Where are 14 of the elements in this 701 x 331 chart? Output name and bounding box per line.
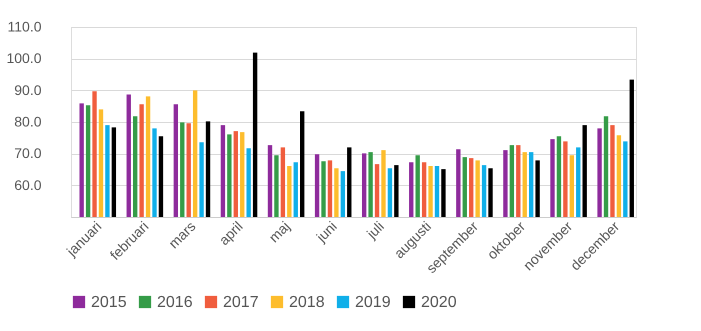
x-tick-label: maj — [266, 218, 293, 246]
y-tick-label: 70.0 — [14, 145, 42, 162]
y-tick-label: 90.0 — [14, 82, 42, 98]
legend-label: 2016 — [157, 294, 193, 311]
legend-label: 2017 — [223, 294, 259, 311]
y-tick-label: 60.0 — [14, 176, 42, 193]
y-tick-label: 80.0 — [14, 114, 42, 130]
legend-label: 2019 — [355, 294, 391, 311]
legend-label: 2015 — [91, 294, 127, 311]
y-tick-label: 110.0 — [8, 18, 42, 34]
legend-label: 2020 — [421, 294, 457, 311]
legend-label: 2018 — [289, 294, 325, 311]
x-tick-label: juli — [362, 218, 387, 242]
y-tick-label: 100.0 — [6, 50, 42, 66]
